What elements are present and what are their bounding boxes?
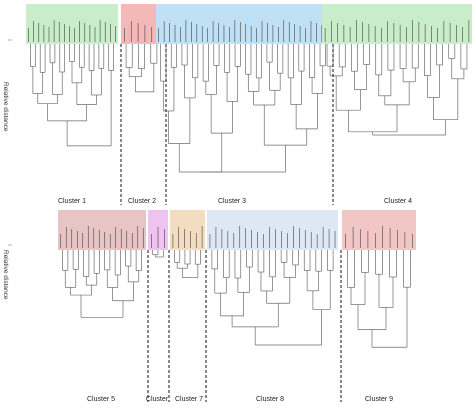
cluster-7-label: Cluster 7 [174,396,204,403]
cluster-2-label-band [121,4,162,44]
cluster-5-label: Cluster 5 [86,396,116,403]
cluster-2-label: Cluster 2 [127,198,157,205]
bottom-y-axis-label: Relative distance [2,250,9,300]
top-y-axis-label: Relative distance [2,82,9,132]
cluster-6-label: Cluster [145,396,169,403]
cluster-9-label: Cluster 9 [364,396,394,403]
cluster-8-label: Cluster 8 [255,396,285,403]
cluster-8-label-band [207,210,338,250]
cluster-5-label-band [58,210,146,250]
cluster-1-label: Cluster 1 [57,198,87,205]
cluster-4-label: Cluster 4 [383,198,413,205]
cluster-7-label-band [170,210,205,250]
cluster-9-label-band [342,210,416,250]
cluster-3-label: Cluster 3 [217,198,247,205]
cluster-3-label-band [156,4,330,44]
cluster-4-label-band [322,4,472,44]
cluster-1-label-band [26,4,118,44]
